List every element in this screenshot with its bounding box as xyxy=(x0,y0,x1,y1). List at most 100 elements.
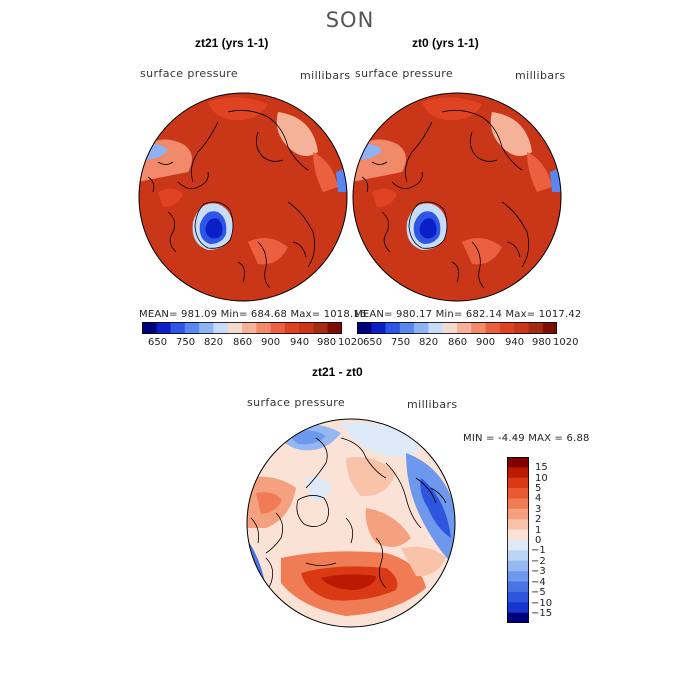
panel2-colorbar-swatch xyxy=(542,322,557,334)
difference-colorbar-tick: −4 xyxy=(531,577,546,588)
difference-colorbar-tick: −10 xyxy=(531,598,553,609)
panel1-colorbar-swatch xyxy=(327,322,342,334)
difference-colorbar xyxy=(507,457,529,623)
panel2-colorbar-swatch xyxy=(442,322,458,334)
difference-colorbar-outline xyxy=(507,457,529,623)
panel2-colorbar-swatch xyxy=(414,322,429,334)
difference-colorbar-tick: −5 xyxy=(531,587,546,598)
panel2-title: zt0 (yrs 1-1) xyxy=(412,36,479,50)
difference-colorbar-swatch xyxy=(507,488,529,499)
difference-colorbar-swatch xyxy=(507,529,529,541)
difference-colorbar-swatch xyxy=(507,540,529,551)
panel2-colorbar-swatch xyxy=(399,322,415,334)
difference-colorbar-tick: 3 xyxy=(535,504,542,515)
panel2-colorbar-tick: 860 xyxy=(448,337,468,348)
difference-colorbar-swatch xyxy=(507,508,529,520)
panel1-colorbar-tick: 650 xyxy=(148,337,168,348)
difference-colorbar-tick: 2 xyxy=(535,514,542,525)
panel2-colorbar-swatch xyxy=(499,322,515,334)
difference-colorbar-tick: 0 xyxy=(535,535,542,546)
panel1-coastlines xyxy=(147,109,316,289)
panel1-colorbar-outline xyxy=(142,322,342,334)
difference-colorbar-tick: −1 xyxy=(531,545,546,556)
panel1-colorbar-tick: 820 xyxy=(204,337,224,348)
difference-colorbar-tick: 4 xyxy=(535,493,542,504)
difference-colorbar-tick: 5 xyxy=(535,483,542,494)
difference-colorbar-swatch xyxy=(507,602,529,613)
panel2-colorbar-tick: 820 xyxy=(419,337,439,348)
difference-colorbar-swatch xyxy=(507,457,529,468)
difference-colorbar-swatch xyxy=(507,467,529,479)
panel1-colorbar-swatch xyxy=(199,322,214,334)
panel2-colorbar-ticks: 650 750 820 860 900 940 980 1020 xyxy=(357,337,578,351)
difference-stats: MIN = -4.49 MAX = 6.88 xyxy=(463,433,590,444)
difference-colorbar-swatch xyxy=(507,591,529,603)
panel1-colorbar-swatch xyxy=(156,322,171,334)
difference-colorbar-swatch xyxy=(507,581,529,593)
difference-colorbar-tick: −2 xyxy=(531,556,546,567)
panel2-colorbar-swatch xyxy=(428,322,444,334)
panel1-colorbar-swatch xyxy=(313,322,329,334)
panel2-coastlines xyxy=(361,109,530,289)
panel2-colorbar-swatch xyxy=(357,322,372,334)
difference-colorbar-tick: −3 xyxy=(531,566,546,577)
panel1-colorbar-swatch xyxy=(142,322,157,334)
difference-colorbar-swatch xyxy=(507,571,529,582)
panel1-colorbar-swatch xyxy=(213,322,229,334)
panel1-colorbar-tick: 750 xyxy=(176,337,196,348)
panel1-colorbar-tick: 900 xyxy=(261,337,281,348)
difference-colorbar-swatch xyxy=(507,550,529,562)
panel2-units-label: millibars xyxy=(515,69,566,82)
difference-polar-map xyxy=(246,418,456,628)
panel1-colorbar-ticks: 650 750 820 860 900 940 980 1020 xyxy=(142,337,363,351)
panel1-colorbar-tick: 1020 xyxy=(338,337,364,348)
panel2-colorbar-tick: 1020 xyxy=(553,337,579,348)
panel2-colorbar xyxy=(357,322,557,334)
panel1-colorbar-swatch xyxy=(242,322,257,334)
difference-coastlines xyxy=(250,437,447,604)
difference-colorbar-tick: 10 xyxy=(535,473,548,484)
panel2-colorbar-swatch xyxy=(485,322,501,334)
difference-title: zt21 - zt0 xyxy=(312,365,363,379)
panel2-colorbar-tick: 940 xyxy=(505,337,525,348)
panel2-colorbar-swatch xyxy=(514,322,529,334)
panel2-polar-map xyxy=(352,92,562,302)
panel1-title: zt21 (yrs 1-1) xyxy=(195,36,269,50)
panel2-colorbar-outline xyxy=(357,322,557,334)
difference-colorbar-tick: 1 xyxy=(535,525,542,536)
panel1-colorbar xyxy=(142,322,342,334)
panel2-colorbar-swatch xyxy=(457,322,472,334)
difference-variable-label: surface pressure xyxy=(247,396,346,409)
panel1-polar-map xyxy=(138,92,348,302)
panel1-colorbar-tick: 860 xyxy=(233,337,253,348)
panel1-colorbar-swatch xyxy=(270,322,286,334)
difference-colorbar-tick: −15 xyxy=(531,608,553,619)
difference-units-label: millibars xyxy=(407,398,458,411)
panel1-colorbar-tick: 980 xyxy=(317,337,337,348)
difference-colorbar-tick: 15 xyxy=(535,462,548,473)
panel2-colorbar-tick: 900 xyxy=(476,337,496,348)
panel2-colorbar-tick: 980 xyxy=(532,337,552,348)
panel1-colorbar-tick: 940 xyxy=(290,337,310,348)
panel2-colorbar-tick: 650 xyxy=(363,337,383,348)
panel1-colorbar-swatch xyxy=(284,322,300,334)
panel1-colorbar-swatch xyxy=(256,322,271,334)
panel1-colorbar-swatch xyxy=(184,322,200,334)
panel2-colorbar-swatch xyxy=(385,322,401,334)
panel1-colorbar-swatch xyxy=(227,322,243,334)
difference-colorbar-ticks: 15 10 5 4 3 2 1 0 −1 −2 −3 −4 −5 −10 −15 xyxy=(531,460,575,626)
panel2-colorbar-tick: 750 xyxy=(391,337,411,348)
panel2-colorbar-swatch xyxy=(371,322,386,334)
difference-colorbar-swatch xyxy=(507,498,529,510)
panel2-colorbar-swatch xyxy=(528,322,544,334)
panel1-stats: MEAN= 981.09 Min= 684.68 Max= 1018.16 xyxy=(139,309,367,320)
difference-colorbar-swatch xyxy=(507,519,529,530)
panel1-units-label: millibars xyxy=(300,69,351,82)
panel2-variable-label: surface pressure xyxy=(355,67,454,80)
panel1-colorbar-swatch xyxy=(299,322,314,334)
panel2-stats: MEAN= 980.17 Min= 682.14 Max= 1017.42 xyxy=(354,309,582,320)
season-title: SON xyxy=(325,8,375,32)
panel1-variable-label: surface pressure xyxy=(140,67,239,80)
panel2-colorbar-swatch xyxy=(471,322,486,334)
difference-colorbar-swatch xyxy=(507,560,529,572)
